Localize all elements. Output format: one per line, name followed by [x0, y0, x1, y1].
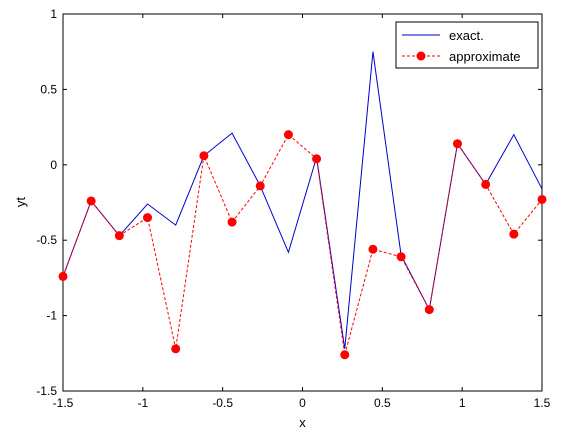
data-point: [481, 179, 491, 189]
data-point: [509, 229, 519, 239]
series-layer: [58, 51, 547, 360]
data-point: [58, 271, 68, 281]
data-point: [396, 252, 406, 262]
y-tick-label: -1: [46, 309, 57, 323]
data-point: [452, 139, 462, 149]
y-tick-label: 0.5: [40, 82, 57, 96]
x-tick-label: 1: [459, 396, 466, 410]
data-point: [537, 194, 547, 204]
data-point: [227, 217, 237, 227]
data-point: [199, 151, 209, 161]
legend-label-approximate: approximate: [449, 49, 521, 64]
series-line-1: [62, 133, 543, 355]
x-tick-label: -1: [137, 396, 148, 410]
legend: exact. approximate: [395, 21, 539, 69]
x-tick-label: 0: [299, 396, 306, 410]
data-point: [255, 181, 265, 191]
legend-box: [395, 21, 539, 69]
axis-ticks: -1.5 -1 -0.5 0 0.5 1 1.5 -1.5 -1 -0.5 0 0.5 1: [36, 7, 550, 410]
data-point: [171, 344, 181, 354]
x-tick-label: -0.5: [212, 396, 233, 410]
x-tick-label: -1.5: [53, 396, 74, 410]
legend-label-exact: exact.: [449, 28, 484, 43]
data-point: [283, 130, 293, 140]
y-tick-label: -0.5: [36, 233, 57, 247]
data-point: [114, 231, 124, 241]
x-tick-label: 1.5: [534, 396, 551, 410]
data-point: [312, 154, 322, 164]
plot-area: [62, 13, 543, 392]
series-line-0: [62, 51, 543, 349]
data-point: [368, 244, 378, 254]
data-point: [143, 213, 153, 223]
data-point: [86, 196, 96, 206]
y-tick-label: 0: [50, 158, 57, 172]
x-axis-label: x: [299, 415, 306, 430]
legend-marker-approximate: [416, 51, 426, 61]
data-point: [424, 305, 434, 315]
y-tick-label: -1.5: [36, 384, 57, 398]
y-tick-label: 1: [50, 7, 57, 21]
y-axis-label: yt: [13, 197, 28, 208]
x-tick-label: 0.5: [374, 396, 391, 410]
data-point: [340, 350, 350, 360]
